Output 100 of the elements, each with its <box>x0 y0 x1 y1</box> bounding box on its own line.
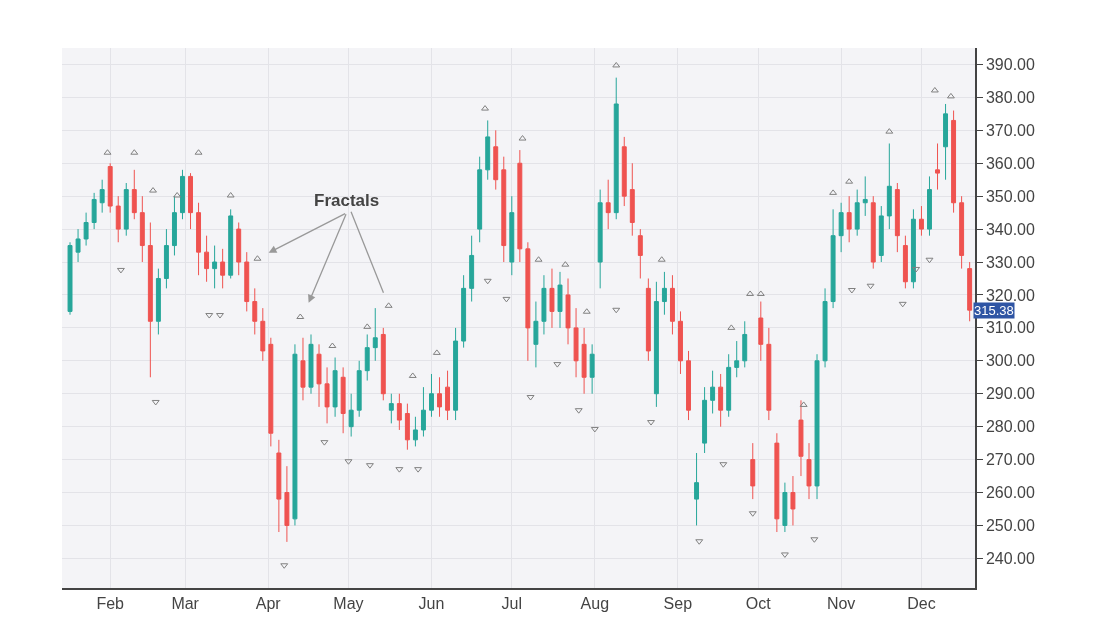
candlestick <box>621 136 627 207</box>
y-tick-label: 360.00 <box>985 154 1035 172</box>
point <box>912 266 921 273</box>
x-tick-label: Sep <box>663 594 693 612</box>
point <box>946 92 955 99</box>
candlestick <box>669 274 675 335</box>
y-tick-label: 260.00 <box>985 484 1035 502</box>
candlestick <box>364 333 370 382</box>
candlestick <box>718 373 724 428</box>
candlestick <box>493 129 499 191</box>
annotation: 315.38 <box>974 303 1014 318</box>
candlestick <box>927 175 932 237</box>
x-tick-label: Aug <box>580 594 610 612</box>
candlestick <box>509 195 515 276</box>
candlestick <box>726 353 732 418</box>
candlestick <box>388 393 394 424</box>
point <box>925 257 934 264</box>
candlestick <box>846 195 852 243</box>
y-tick-label: 350.00 <box>985 187 1035 205</box>
candlestick <box>894 182 900 253</box>
candlestick <box>589 343 595 395</box>
point <box>866 283 875 290</box>
y-tick-label: 270.00 <box>985 451 1035 469</box>
x-tick-label: Jun <box>418 594 445 612</box>
y-tick-label: 300.00 <box>985 352 1035 370</box>
point <box>481 105 489 111</box>
candlestick <box>750 442 756 500</box>
candlestick <box>967 261 973 322</box>
point <box>590 426 599 433</box>
candlestick <box>212 245 218 289</box>
candlestick <box>766 327 772 421</box>
candlestick <box>340 366 346 434</box>
candlestick <box>806 442 812 500</box>
candlestick <box>107 162 113 214</box>
candlestick <box>613 77 619 220</box>
candlestick <box>147 222 153 378</box>
candlestick <box>155 268 161 335</box>
candlestick <box>814 353 820 500</box>
point <box>647 420 655 426</box>
candlestick <box>790 475 796 526</box>
y-tick-label: 390.00 <box>985 56 1035 74</box>
candlestick <box>445 370 451 421</box>
candlestick <box>348 393 354 438</box>
point <box>296 313 305 320</box>
candlestick <box>75 228 81 263</box>
candlestick <box>694 452 700 526</box>
x-tick-label: Dec <box>907 594 936 612</box>
candlestick <box>453 327 459 421</box>
candlestick <box>171 195 177 256</box>
candlestick <box>244 251 250 312</box>
candlestick <box>533 301 539 368</box>
candlestick <box>597 189 603 289</box>
candlestick <box>581 327 587 395</box>
candlestick <box>943 103 949 181</box>
x-tick-label: Mar <box>171 594 200 612</box>
candlestick <box>557 271 563 329</box>
y-tick-label: 380.00 <box>985 88 1035 106</box>
candlestick <box>878 205 884 263</box>
candlestick <box>477 156 483 243</box>
point <box>216 313 224 319</box>
candlestick <box>131 169 137 220</box>
candlestick <box>188 172 193 230</box>
candlestick <box>702 386 708 454</box>
candlestick <box>196 202 202 276</box>
candlestick <box>316 343 322 408</box>
candlestick <box>300 337 306 401</box>
candlestick <box>485 119 491 181</box>
candlestick <box>782 482 788 533</box>
candlestick <box>774 432 780 533</box>
x-tick-label: May <box>333 594 364 612</box>
candlestick <box>710 370 716 414</box>
candlestick <box>637 228 643 279</box>
candlestick <box>380 327 386 401</box>
candlestick <box>91 192 97 230</box>
candlestick <box>822 287 828 368</box>
candlestick <box>356 360 362 418</box>
point <box>612 61 621 68</box>
y-tick-label: 280.00 <box>985 418 1035 436</box>
y-tick-label: 340.00 <box>985 220 1035 238</box>
y-tick-label: 250.00 <box>985 517 1035 535</box>
candlestick <box>549 268 555 329</box>
x-tick-label: Nov <box>826 594 856 612</box>
y-tick-label: 330.00 <box>985 253 1035 271</box>
candlestick <box>678 310 683 375</box>
candlestick <box>935 142 940 191</box>
candlestick <box>469 235 475 303</box>
candlestick <box>830 208 836 309</box>
candlestick <box>758 301 764 362</box>
candlestick <box>686 350 691 421</box>
point <box>612 307 621 314</box>
candlestick <box>461 274 467 349</box>
candlestick <box>565 277 571 345</box>
candlestick <box>67 241 73 316</box>
candlestick <box>412 416 418 447</box>
candlestick <box>661 271 667 316</box>
candlestick <box>276 439 282 533</box>
y-tick-label: 370.00 <box>985 121 1035 139</box>
point <box>930 86 939 93</box>
candlestick <box>139 195 145 263</box>
candlestick <box>228 208 234 279</box>
